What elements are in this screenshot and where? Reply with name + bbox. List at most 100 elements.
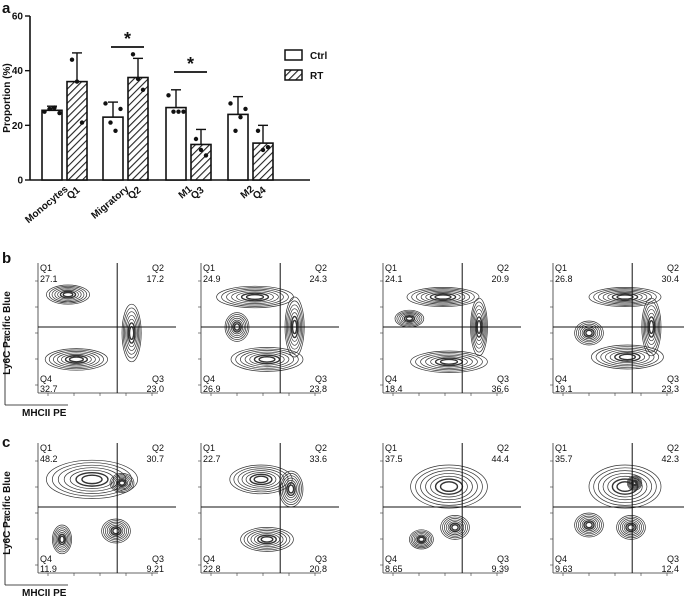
contour-line xyxy=(75,471,109,487)
quadrant-value-q3: 20.8 xyxy=(309,564,327,574)
contour-line xyxy=(576,514,602,536)
contour-line xyxy=(257,534,277,545)
significance-star: * xyxy=(187,54,194,74)
data-point xyxy=(166,93,171,98)
contour-line xyxy=(595,346,660,368)
contour-line xyxy=(579,325,599,341)
contour-line xyxy=(244,351,290,368)
quadrant-value-q1: 35.7 xyxy=(555,454,573,464)
contour-line xyxy=(443,518,467,537)
contour-line xyxy=(577,515,601,535)
data-point xyxy=(255,128,261,133)
contour-line xyxy=(118,480,126,486)
contour-line xyxy=(221,287,289,307)
category-label: Migratory xyxy=(89,184,131,222)
contour-line xyxy=(593,467,657,506)
data-point xyxy=(69,57,75,62)
contour-line xyxy=(415,352,483,372)
contour-line xyxy=(53,526,71,553)
contour-line xyxy=(420,290,466,304)
contour-line xyxy=(128,325,135,341)
contour-line xyxy=(126,318,137,348)
contour-line xyxy=(48,285,88,304)
data-point xyxy=(108,120,113,125)
data-point xyxy=(113,128,118,133)
quadrant-label-q4: Q4 xyxy=(40,374,52,384)
flow-x-axis-label: MHCII PE xyxy=(22,588,67,599)
contour-line xyxy=(121,303,142,363)
contour-line xyxy=(231,290,279,304)
contour-line xyxy=(605,349,650,365)
contour-line xyxy=(106,523,126,539)
contour-line xyxy=(420,470,478,503)
contour-line xyxy=(577,323,601,343)
data-point xyxy=(198,147,204,153)
contour-line xyxy=(425,473,473,501)
contour-line xyxy=(57,532,67,547)
contour-line xyxy=(398,312,421,326)
contour-line xyxy=(48,349,104,370)
contour-line xyxy=(240,292,270,302)
data-point xyxy=(140,87,146,93)
contour-line xyxy=(585,329,593,337)
contour-line xyxy=(621,519,641,536)
contour-line xyxy=(629,478,640,488)
quadrant-value-q3: 9.21 xyxy=(146,564,164,574)
contour-line xyxy=(54,288,82,301)
contour-line xyxy=(416,289,470,305)
data-point xyxy=(228,101,233,106)
category-sublabel: Q4 xyxy=(251,185,269,202)
contour-line xyxy=(585,521,593,529)
contour-line xyxy=(286,482,296,497)
quadrant-value-q4: 32.7 xyxy=(40,384,58,394)
contour-line xyxy=(59,535,65,544)
contour-line xyxy=(44,348,108,371)
flow-y-axis-label: Ly6C Pacific Blue xyxy=(2,471,13,555)
contour-line xyxy=(226,288,284,306)
quadrant-label-q3: Q3 xyxy=(497,554,509,564)
contour-line xyxy=(614,352,641,362)
contour-line xyxy=(229,464,293,495)
legend-label-ctrl: Ctrl xyxy=(310,51,327,62)
category-sublabel: Q3 xyxy=(189,185,207,202)
contour-line xyxy=(247,530,287,549)
quadrant-label-q1: Q1 xyxy=(203,263,215,273)
contour-line xyxy=(623,521,639,534)
contour-line xyxy=(278,470,304,508)
contour-line xyxy=(108,524,124,538)
contour-line xyxy=(253,354,281,365)
contour-line xyxy=(109,473,135,493)
contour-line xyxy=(122,307,141,359)
data-point xyxy=(243,106,248,112)
bar-rt xyxy=(252,142,274,181)
contour-line xyxy=(284,480,298,498)
quadrant-value-q2: 30.7 xyxy=(146,454,164,464)
contour-line xyxy=(418,536,425,543)
quadrant-value-q2: 20.9 xyxy=(491,274,509,284)
data-point xyxy=(57,110,62,116)
quadrant-label-q4: Q4 xyxy=(385,374,397,384)
contour-line xyxy=(449,522,461,533)
contour-line xyxy=(59,290,77,299)
quadrant-value-q2: 30.4 xyxy=(661,274,679,284)
data-point xyxy=(47,106,52,112)
contour-line xyxy=(591,344,664,370)
contour-line xyxy=(61,353,92,365)
contour-line xyxy=(68,356,84,363)
panel-letter-a: a xyxy=(2,0,11,17)
contour-line xyxy=(111,474,133,492)
contour-line xyxy=(415,534,428,545)
contour-line xyxy=(583,520,595,530)
data-point xyxy=(181,109,186,114)
significance-star: * xyxy=(124,29,131,49)
contour-line xyxy=(260,536,274,543)
quadrant-label-q1: Q1 xyxy=(40,263,52,273)
quadrant-value-q3: 23.3 xyxy=(661,384,679,394)
data-point xyxy=(260,147,266,153)
contour-line xyxy=(253,533,281,546)
contour-line xyxy=(579,517,599,533)
contour-line xyxy=(574,320,604,346)
